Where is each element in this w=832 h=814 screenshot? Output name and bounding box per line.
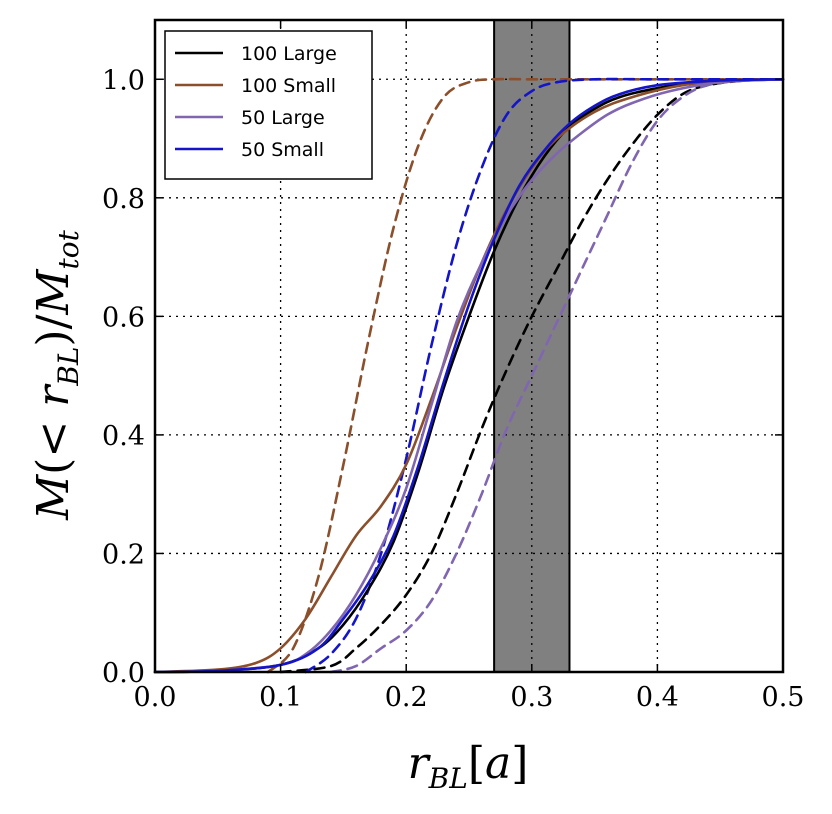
curve-50-large	[153, 78, 785, 674]
curve-50-small	[153, 78, 785, 674]
x-tick-label: 0.5	[762, 682, 805, 713]
y-tick-label: 0.2	[102, 539, 145, 570]
y-tick-label: 0.8	[102, 184, 145, 215]
tick-layer: 0.0 0.1 0.2 0.3 0.4 0.5 0.0 0.2 0.4 0.6 0.8 1.0	[102, 20, 804, 713]
curve-series-7-dashed	[329, 78, 785, 674]
x-tick-label: 0.0	[134, 682, 177, 713]
x-tick-label: 0.1	[259, 682, 302, 713]
x-tick-label: 0.2	[385, 682, 428, 713]
y-tick-label: 1.0	[102, 65, 145, 96]
curve-series-8-dashed	[304, 77, 785, 674]
legend-label-100-small: 100 Small	[241, 75, 336, 97]
shaded-band	[493, 19, 571, 673]
x-tick-label: 0.4	[636, 682, 679, 713]
y-tick-label: 0.0	[102, 658, 145, 689]
legend-label-50-large: 50 Large	[241, 107, 325, 129]
y-tick-label: 0.6	[102, 302, 145, 333]
x-axis-title: rBL[a]	[408, 738, 529, 795]
legend: 100 Large 100 Small 50 Large 50 Small	[164, 30, 373, 180]
y-tick-label: 0.4	[102, 421, 145, 452]
x-tick-label: 0.3	[510, 682, 553, 713]
shaded-band-layer	[493, 19, 571, 673]
legend-label-50-small: 50 Small	[241, 139, 324, 161]
svg-text:M(< rBL)/Mtot: M(< rBL)/Mtot	[28, 229, 85, 520]
curve-layer	[153, 77, 785, 674]
curve-series-5-dashed	[279, 78, 785, 674]
y-axis-title: M(< rBL)/Mtot	[28, 229, 85, 520]
legend-box	[164, 30, 373, 180]
legend-label-100-large: 100 Large	[241, 43, 337, 65]
plot-frame	[153, 18, 785, 674]
